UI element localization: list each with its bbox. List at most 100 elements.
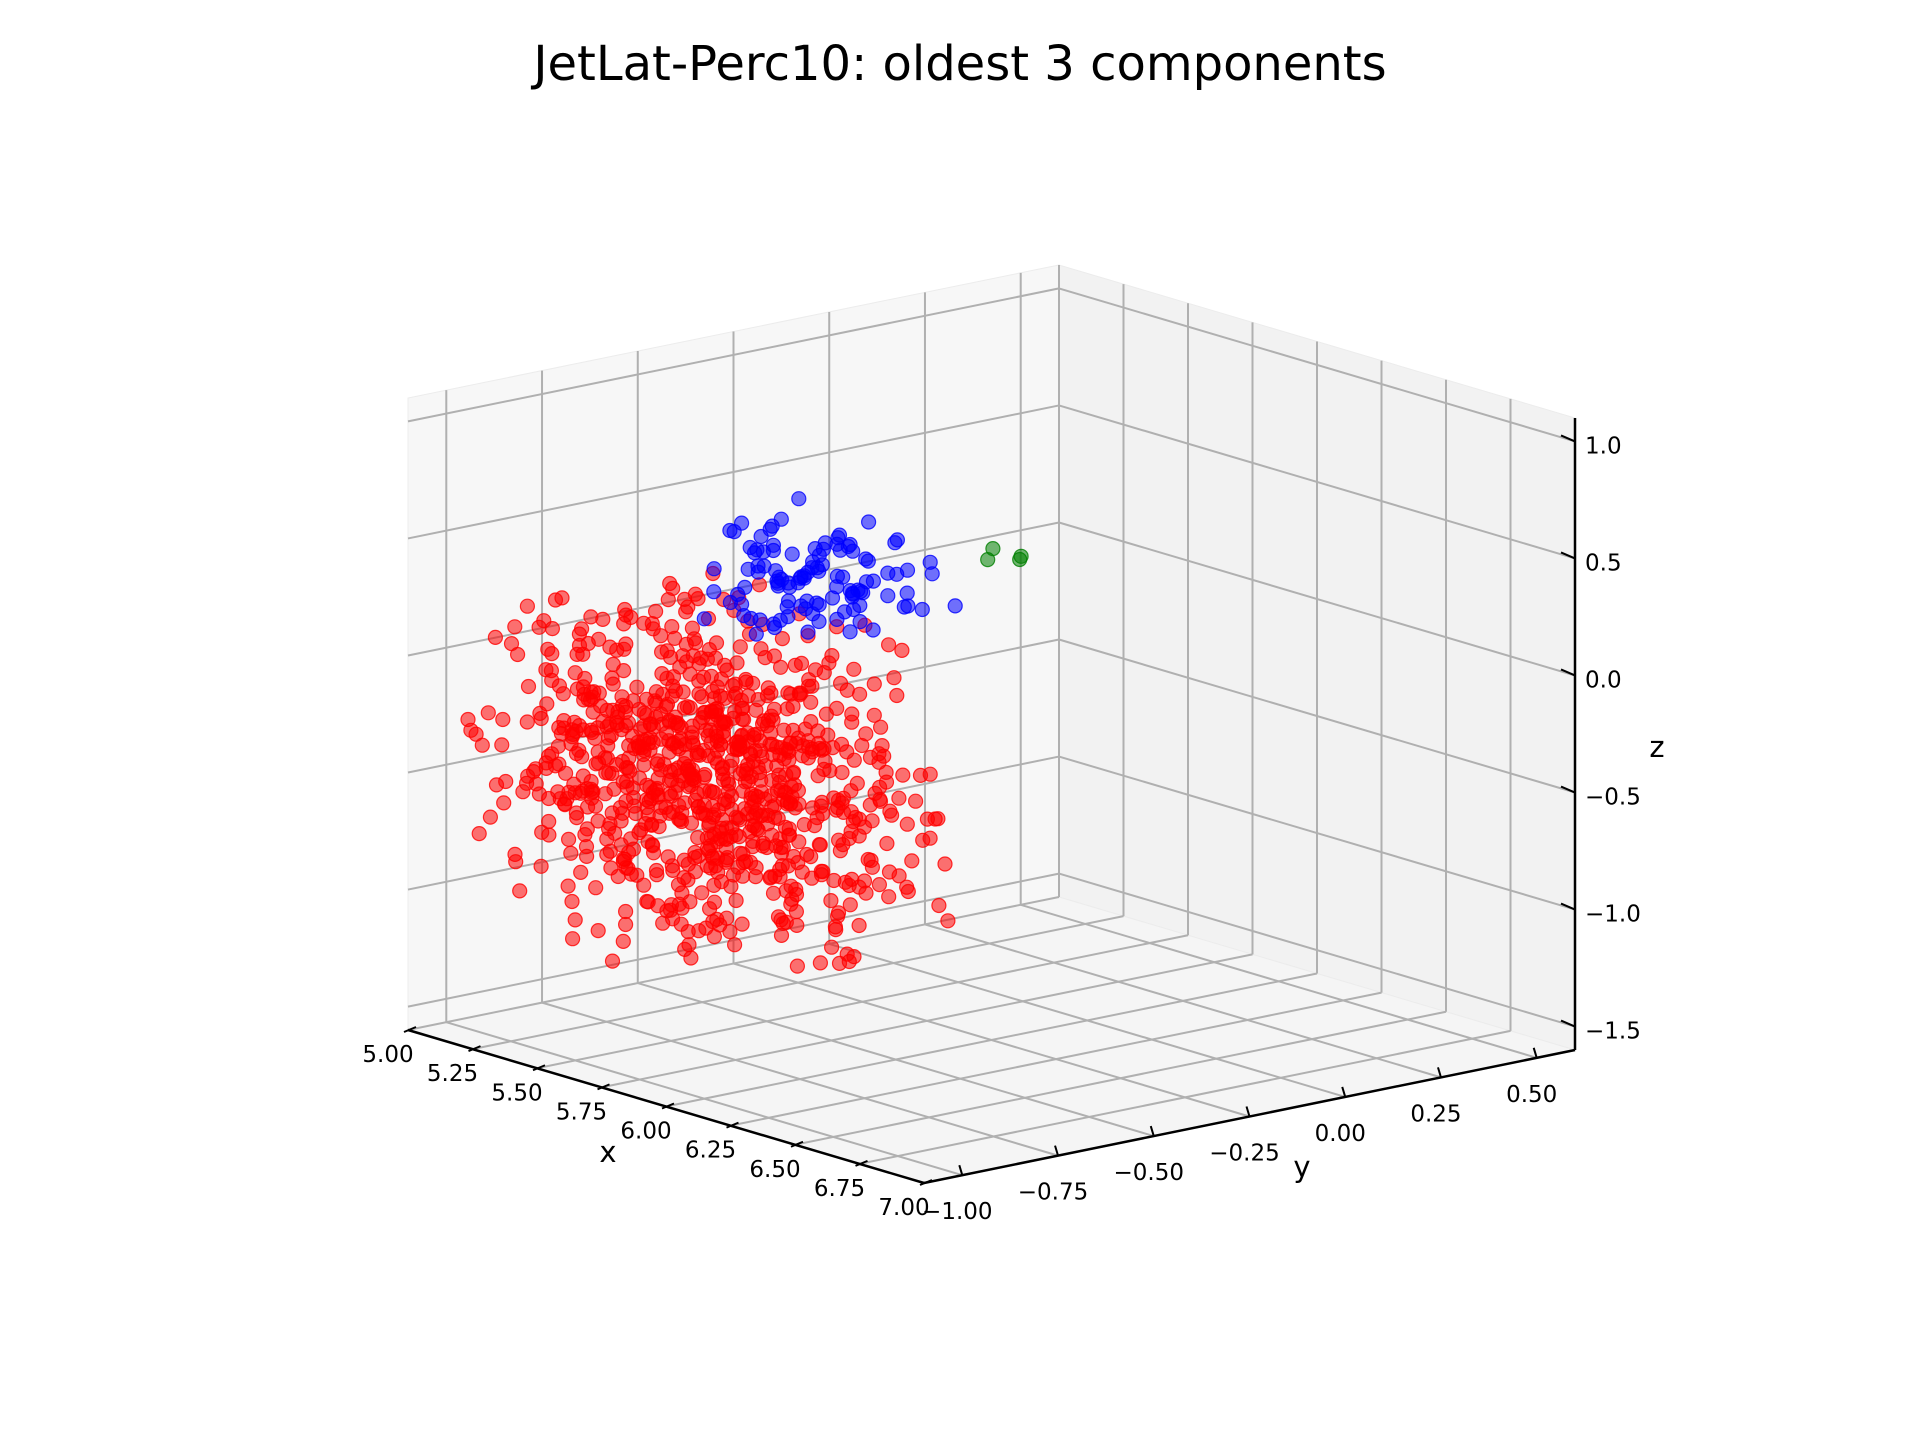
z-tick-label: 1.0 bbox=[1585, 433, 1622, 459]
data-point-series-0 bbox=[839, 946, 855, 962]
data-point-series-0 bbox=[583, 609, 599, 625]
data-point-series-0 bbox=[866, 676, 882, 692]
data-point-series-1 bbox=[865, 622, 881, 638]
data-point-series-0 bbox=[712, 917, 728, 933]
data-point-series-0 bbox=[618, 607, 634, 623]
data-point-series-1 bbox=[824, 590, 841, 606]
data-point-series-0 bbox=[851, 917, 867, 934]
data-point-series-0 bbox=[569, 646, 585, 663]
data-point-series-0 bbox=[739, 761, 755, 778]
data-point-series-0 bbox=[698, 920, 714, 936]
z-tick-label: −1.0 bbox=[1585, 902, 1641, 928]
data-point-series-0 bbox=[604, 670, 620, 686]
data-point-series-0 bbox=[730, 859, 746, 875]
data-point-series-0 bbox=[590, 922, 606, 939]
data-point-series-0 bbox=[745, 838, 761, 855]
data-point-series-0 bbox=[684, 735, 701, 751]
data-point-series-0 bbox=[560, 831, 577, 848]
x-tick-label: 5.75 bbox=[556, 1099, 607, 1125]
data-point-series-0 bbox=[895, 767, 911, 783]
data-point-series-1 bbox=[764, 518, 780, 534]
data-point-series-0 bbox=[690, 590, 706, 607]
data-point-series-0 bbox=[507, 846, 523, 863]
data-point-series-1 bbox=[706, 584, 722, 600]
data-point-series-0 bbox=[520, 678, 537, 695]
data-point-series-0 bbox=[564, 931, 581, 947]
y-axis-label: y bbox=[1293, 1150, 1310, 1184]
x-tick-label: 5.25 bbox=[427, 1061, 478, 1087]
data-point-series-0 bbox=[839, 682, 855, 698]
data-point-series-0 bbox=[671, 797, 687, 814]
data-point-series-0 bbox=[682, 666, 698, 682]
data-point-series-0 bbox=[584, 784, 600, 801]
x-tick-mark bbox=[855, 1159, 868, 1167]
data-point-series-0 bbox=[674, 900, 690, 916]
data-point-series-1 bbox=[736, 607, 752, 624]
data-point-series-0 bbox=[765, 885, 782, 901]
data-point-series-0 bbox=[790, 782, 807, 799]
data-point-series-0 bbox=[555, 686, 571, 702]
x-tick-mark bbox=[919, 1179, 933, 1186]
data-point-series-1 bbox=[804, 560, 820, 576]
data-point-series-0 bbox=[705, 798, 721, 815]
x-tick-label: 6.25 bbox=[685, 1138, 736, 1164]
data-point-series-0 bbox=[487, 629, 503, 646]
data-point-series-0 bbox=[846, 661, 862, 677]
data-point-series-0 bbox=[533, 858, 549, 874]
data-point-series-1 bbox=[740, 561, 756, 577]
data-point-series-0 bbox=[881, 889, 897, 905]
grid-line-z-back bbox=[1058, 404, 1576, 560]
grid-line-y-floor bbox=[1020, 903, 1537, 1059]
data-point-series-0 bbox=[856, 873, 873, 889]
data-point-series-0 bbox=[804, 741, 820, 757]
data-point-series-0 bbox=[891, 790, 907, 806]
data-point-series-0 bbox=[615, 933, 631, 950]
data-point-series-0 bbox=[708, 725, 724, 741]
x-tick-mark bbox=[597, 1083, 610, 1091]
data-point-series-0 bbox=[753, 784, 769, 800]
data-point-series-0 bbox=[628, 805, 644, 822]
data-point-series-0 bbox=[816, 761, 832, 778]
data-point-series-0 bbox=[872, 793, 889, 809]
data-point-series-0 bbox=[809, 809, 825, 826]
y-tick-mark bbox=[1054, 1145, 1059, 1156]
data-point-series-0 bbox=[633, 721, 649, 737]
y-tick-mark bbox=[1149, 1125, 1155, 1137]
y-tick-mark bbox=[1437, 1067, 1442, 1078]
data-point-series-0 bbox=[519, 598, 536, 614]
data-point-series-0 bbox=[785, 764, 802, 780]
data-point-series-0 bbox=[708, 635, 725, 651]
data-point-series-1 bbox=[899, 562, 916, 578]
data-point-series-0 bbox=[779, 701, 795, 717]
z-tick-mark bbox=[1560, 902, 1576, 911]
data-point-series-0 bbox=[604, 953, 621, 969]
data-point-series-1 bbox=[860, 514, 877, 530]
data-point-series-0 bbox=[879, 835, 895, 852]
grid-line-z-back bbox=[1058, 287, 1576, 443]
data-point-series-0 bbox=[695, 742, 712, 759]
data-point-series-0 bbox=[881, 864, 898, 880]
y-tick-label: −0.50 bbox=[1114, 1160, 1184, 1186]
data-point-series-0 bbox=[665, 862, 681, 879]
data-point-series-0 bbox=[614, 697, 631, 713]
data-point-series-0 bbox=[844, 714, 860, 730]
data-point-series-0 bbox=[882, 803, 898, 819]
data-point-series-0 bbox=[697, 766, 713, 783]
data-point-series-0 bbox=[871, 779, 888, 795]
data-point-series-0 bbox=[623, 831, 639, 847]
data-point-series-0 bbox=[588, 880, 604, 896]
data-point-series-0 bbox=[751, 577, 768, 593]
x-tick-mark bbox=[468, 1045, 481, 1053]
data-point-series-0 bbox=[733, 728, 750, 745]
data-point-series-0 bbox=[615, 662, 632, 679]
data-point-series-0 bbox=[864, 813, 880, 829]
x-tick-label: 6.50 bbox=[749, 1157, 800, 1183]
data-point-series-1 bbox=[746, 545, 763, 561]
y-tick-label: −1.00 bbox=[922, 1199, 992, 1225]
data-point-series-1 bbox=[752, 612, 768, 628]
data-point-series-1 bbox=[696, 611, 712, 627]
data-point-series-0 bbox=[512, 883, 528, 899]
y-tick-mark bbox=[1245, 1106, 1251, 1117]
data-point-series-0 bbox=[557, 765, 574, 781]
data-point-series-0 bbox=[650, 898, 666, 914]
